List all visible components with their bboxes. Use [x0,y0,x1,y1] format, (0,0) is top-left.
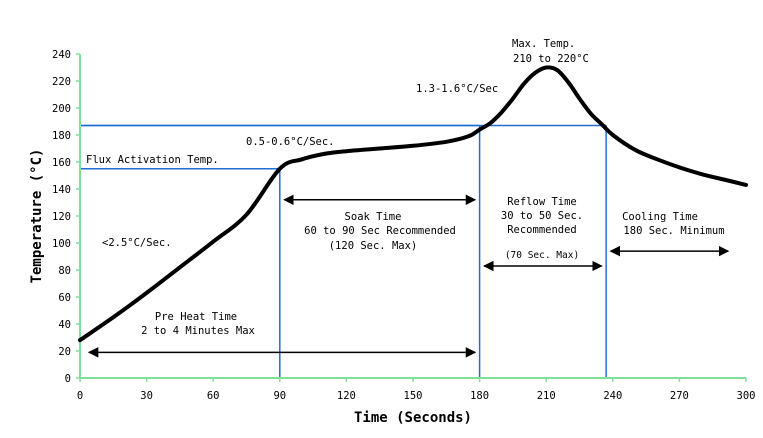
y-tick-label: 100 [52,238,71,250]
ramp1-label: <2.5°C/Sec. [102,237,172,249]
x-tick-label: 240 [603,390,622,402]
x-tick-label: 30 [140,390,153,402]
reflow-time-label: Reflow Time [507,196,577,208]
x-tick-label: 60 [207,390,220,402]
soak-recommended-label: 60 to 90 Sec Recommended [304,225,456,237]
reflow-recommended-label: Recommended [507,224,577,236]
y-tick-label: 80 [58,265,71,277]
y-tick-label: 180 [52,130,71,142]
x-axis-title: Time (Seconds) [354,410,472,426]
x-tick-label: 210 [537,390,556,402]
preheat-range-label: 2 to 4 Minutes Max [141,325,255,337]
x-tick-label: 270 [670,390,689,402]
y-tick-label: 160 [52,157,71,169]
x-tick-label: 150 [404,390,423,402]
axis-ticks: 0 30 60 90 120 150 180 210 240 270 300 0 20 40 60 80 100… [52,49,755,402]
flux-activation-label: Flux Activation Temp. [86,154,219,166]
y-tick-label: 120 [52,211,71,223]
y-tick-label: 200 [52,103,71,115]
y-tick-label: 220 [52,76,71,88]
y-tick-label: 240 [52,49,71,61]
x-tick-label: 120 [337,390,356,402]
soak-time-label: Soak Time [345,211,402,223]
duration-arrows [87,194,730,358]
soak-max-label: (120 Sec. Max) [329,240,418,252]
x-tick-label: 0 [77,390,83,402]
reflow-range-label: 30 to 50 Sec. [501,210,583,222]
guide-lines [80,124,607,378]
y-tick-label: 0 [65,373,71,385]
cooling-minimum-label: 180 Sec. Minimum [623,225,724,237]
y-tick-label: 140 [52,184,71,196]
preheat-time-label: Pre Heat Time [155,311,237,323]
reflow-max-label: (70 Sec. Max) [505,250,579,261]
y-tick-label: 20 [58,346,71,358]
max-temp-range-label: 210 to 220°C [513,53,589,65]
x-tick-label: 180 [470,390,489,402]
ramp2-label: 0.5-0.6°C/Sec. [246,136,335,148]
max-temp-label: Max. Temp. [512,38,575,50]
x-tick-label: 90 [273,390,286,402]
y-axis-title: Temperature (°C) [29,149,45,284]
cooling-time-label: Cooling Time [622,211,698,223]
temperature-curve [78,65,748,343]
y-tick-label: 60 [58,292,71,304]
y-tick-label: 40 [58,319,71,331]
x-tick-label: 300 [737,390,756,402]
ramp3-label: 1.3-1.6°C/Sec [416,83,498,95]
